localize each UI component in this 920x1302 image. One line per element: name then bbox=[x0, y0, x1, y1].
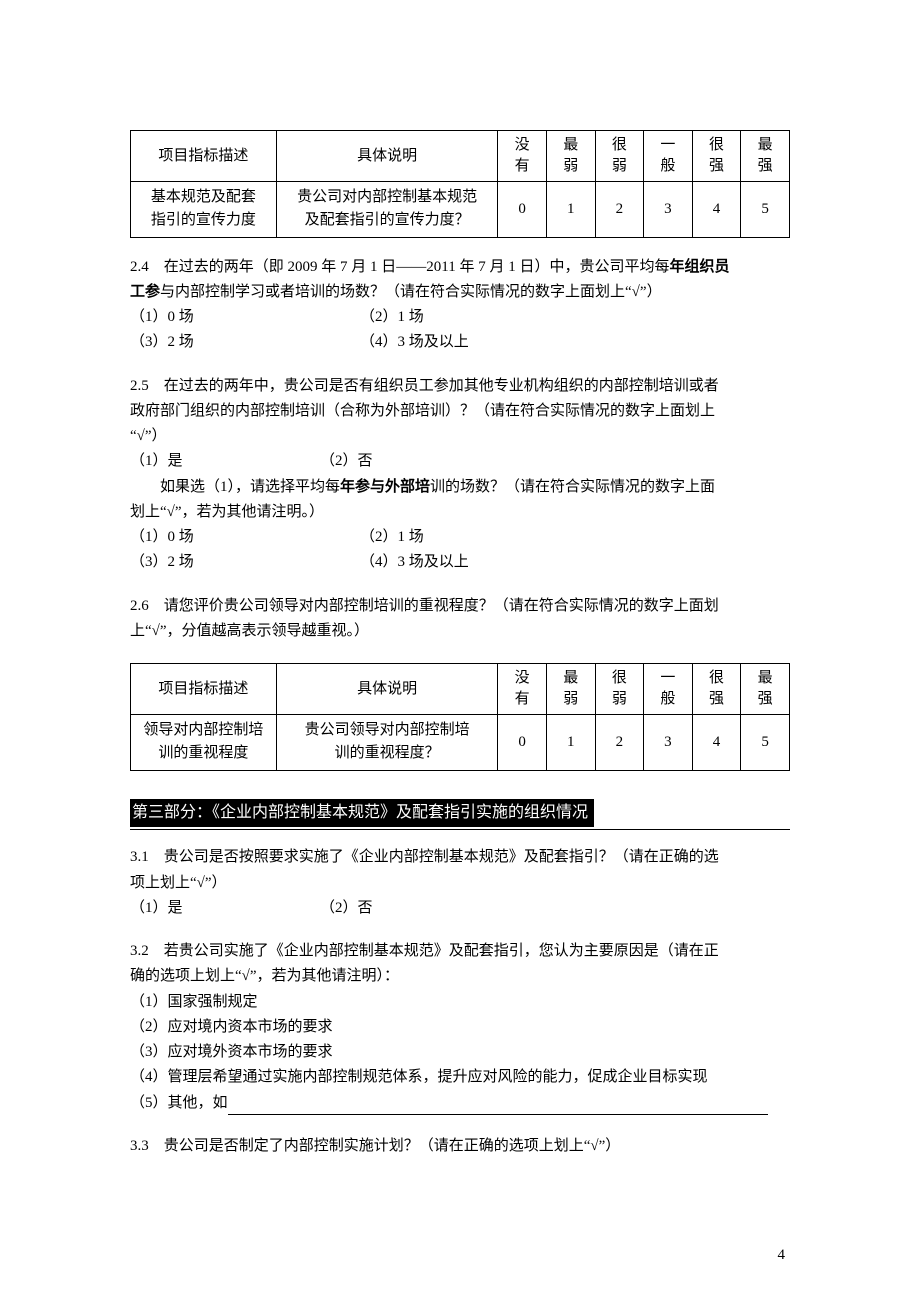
document-page: 项目指标描述 具体说明 没有 最弱 很弱 一般 很强 最强 基本规范及配套指引的… bbox=[0, 0, 920, 1302]
th-1: 最弱 bbox=[546, 131, 595, 182]
q25-follow-2: 划上“√”，若为其他请注明。） bbox=[130, 501, 790, 524]
q24-lead-2: 工参与内部控制学习或者培训的场数？（请在符合实际情况的数字上面划上“√”） bbox=[130, 281, 790, 304]
cell-0: 0 bbox=[498, 182, 547, 238]
q31-lead-1: 3.1 贵公司是否按照要求实施了《企业内部控制基本规范》及配套指引？（请在正确的… bbox=[130, 846, 790, 869]
q24-options-row2: （3）2 场 （4）3 场及以上 bbox=[130, 331, 790, 354]
th-5: 最强 bbox=[741, 131, 790, 182]
fill-in-blank bbox=[228, 1097, 768, 1115]
th-desc: 项目指标描述 bbox=[131, 131, 277, 182]
cell-detail: 贵公司领导对内部控制培训的重视程度？ bbox=[276, 715, 497, 771]
cell-2: 2 bbox=[595, 715, 644, 771]
cell-2: 2 bbox=[595, 182, 644, 238]
q24-opt3: （3）2 场 bbox=[130, 331, 360, 354]
q25-opt-yes: （1）是 bbox=[130, 450, 320, 473]
q25-sopt3: （3）2 场 bbox=[130, 551, 360, 574]
rating-table-publicity: 项目指标描述 具体说明 没有 最弱 很弱 一般 很强 最强 基本规范及配套指引的… bbox=[130, 130, 790, 238]
q24-opt4: （4）3 场及以上 bbox=[360, 331, 790, 354]
cell-desc: 基本规范及配套指引的宣传力度 bbox=[131, 182, 277, 238]
section-3-title: 第三部分：《企业内部控制基本规范》及配套指引实施的组织情况 bbox=[130, 799, 594, 828]
q33-lead: 3.3 贵公司是否制定了内部控制实施计划？（请在正确的选项上划上“√”） bbox=[130, 1135, 790, 1158]
q25-follow-1: 如果选（1），请选择平均每年参与外部培训的场数？（请在符合实际情况的数字上面 bbox=[130, 476, 790, 499]
q32-o4: （4）管理层希望通过实施内部控制规范体系，提升应对风险的能力，促成企业目标实现 bbox=[130, 1066, 790, 1089]
q24-opt1: （1）0 场 bbox=[130, 306, 360, 329]
q32-lead-2: 确的选项上划上“√”，若为其他请注明）： bbox=[130, 965, 790, 988]
th-3: 一般 bbox=[644, 664, 693, 715]
q31-options: （1）是 （2）否 bbox=[130, 897, 790, 920]
q25-sopt4: （4）3 场及以上 bbox=[360, 551, 790, 574]
q32-o2: （2）应对境内资本市场的要求 bbox=[130, 1016, 790, 1039]
table-header-row: 项目指标描述 具体说明 没有 最弱 很弱 一般 很强 最强 bbox=[131, 131, 790, 182]
th-4: 很强 bbox=[692, 131, 741, 182]
cell-4: 4 bbox=[692, 182, 741, 238]
q32-lead-1: 3.2 若贵公司实施了《企业内部控制基本规范》及配套指引，您认为主要原因是（请在… bbox=[130, 940, 790, 963]
table-row: 基本规范及配套指引的宣传力度 贵公司对内部控制基本规范及配套指引的宣传力度？ 0… bbox=[131, 182, 790, 238]
cell-3: 3 bbox=[644, 715, 693, 771]
q32-o3: （3）应对境外资本市场的要求 bbox=[130, 1041, 790, 1064]
q24-opt2: （2）1 场 bbox=[360, 306, 790, 329]
cell-3: 3 bbox=[644, 182, 693, 238]
q25-lead-2: 政府部门组织的内部控制培训（合称为外部培训）？（请在符合实际情况的数字上面划上 bbox=[130, 400, 790, 423]
q25-sub-options-row1: （1）0 场 （2）1 场 bbox=[130, 526, 790, 549]
cell-1: 1 bbox=[546, 715, 595, 771]
cell-5: 5 bbox=[741, 182, 790, 238]
th-4: 很强 bbox=[692, 664, 741, 715]
q32-o1: （1）国家强制规定 bbox=[130, 991, 790, 1014]
q25-sopt2: （2）1 场 bbox=[360, 526, 790, 549]
q31-opt-yes: （1）是 bbox=[130, 897, 320, 920]
th-detail: 具体说明 bbox=[276, 664, 497, 715]
q26-lead-1: 2.6 请您评价贵公司领导对内部控制培训的重视程度？（请在符合实际情况的数字上面… bbox=[130, 595, 790, 618]
th-2: 很弱 bbox=[595, 131, 644, 182]
th-2: 很弱 bbox=[595, 664, 644, 715]
q25-lead-3: “√”） bbox=[130, 425, 790, 448]
q25-sub-options-row2: （3）2 场 （4）3 场及以上 bbox=[130, 551, 790, 574]
th-detail: 具体说明 bbox=[276, 131, 497, 182]
th-3: 一般 bbox=[644, 131, 693, 182]
table-header-row: 项目指标描述 具体说明 没有 最弱 很弱 一般 很强 最强 bbox=[131, 664, 790, 715]
q25-opt-no: （2）否 bbox=[320, 450, 790, 473]
q25-options: （1）是 （2）否 bbox=[130, 450, 790, 473]
q24-options-row1: （1）0 场 （2）1 场 bbox=[130, 306, 790, 329]
section-3-title-wrap: 第三部分：《企业内部控制基本规范》及配套指引实施的组织情况 bbox=[130, 799, 790, 831]
th-0: 没有 bbox=[498, 131, 547, 182]
cell-0: 0 bbox=[498, 715, 547, 771]
cell-detail: 贵公司对内部控制基本规范及配套指引的宣传力度？ bbox=[276, 182, 497, 238]
q24-lead: 2.4 在过去的两年（即 2009 年 7 月 1 日——2011 年 7 月 … bbox=[130, 256, 790, 279]
cell-desc: 领导对内部控制培训的重视程度 bbox=[131, 715, 277, 771]
page-number: 4 bbox=[778, 1244, 786, 1267]
cell-1: 1 bbox=[546, 182, 595, 238]
th-5: 最强 bbox=[741, 664, 790, 715]
q26-lead-2: 上“√”，分值越高表示领导越重视。） bbox=[130, 620, 790, 643]
cell-4: 4 bbox=[692, 715, 741, 771]
q32-o5: （5）其他，如 bbox=[130, 1092, 790, 1115]
th-1: 最弱 bbox=[546, 664, 595, 715]
q25-lead-1: 2.5 在过去的两年中，贵公司是否有组织员工参加其他专业机构组织的内部控制培训或… bbox=[130, 375, 790, 398]
cell-5: 5 bbox=[741, 715, 790, 771]
th-0: 没有 bbox=[498, 664, 547, 715]
q31-opt-no: （2）否 bbox=[320, 897, 790, 920]
table-row: 领导对内部控制培训的重视程度 贵公司领导对内部控制培训的重视程度？ 0 1 2 … bbox=[131, 715, 790, 771]
rating-table-leadership: 项目指标描述 具体说明 没有 最弱 很弱 一般 很强 最强 领导对内部控制培训的… bbox=[130, 663, 790, 771]
q25-sopt1: （1）0 场 bbox=[130, 526, 360, 549]
q31-lead-2: 项上划上“√”） bbox=[130, 872, 790, 895]
th-desc: 项目指标描述 bbox=[131, 664, 277, 715]
